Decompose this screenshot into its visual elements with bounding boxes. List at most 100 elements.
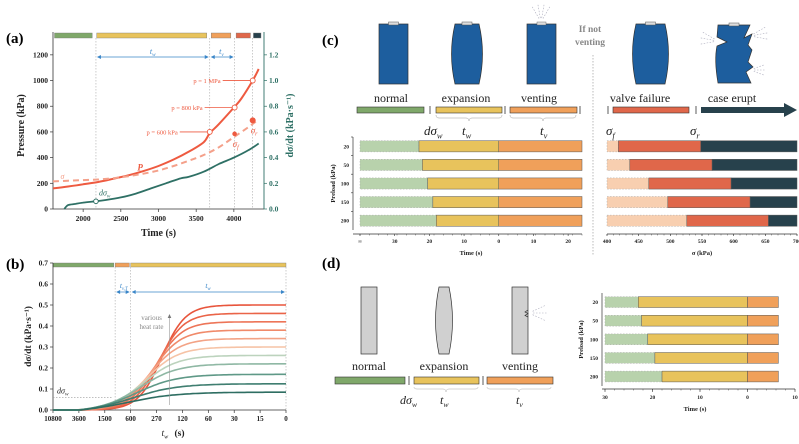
bar-segment bbox=[604, 315, 642, 327]
category-label: 100 bbox=[590, 337, 599, 343]
y-tick-label: 0.4 bbox=[39, 322, 49, 331]
y-tick-label: 600 bbox=[37, 127, 49, 136]
stage-bar bbox=[486, 376, 554, 385]
vent-ray bbox=[532, 314, 546, 321]
category-label: 150 bbox=[590, 356, 599, 362]
bar-segment bbox=[747, 333, 779, 345]
vent-ray bbox=[537, 4, 541, 19]
stage-bar bbox=[435, 106, 503, 114]
span-label: tw bbox=[205, 281, 211, 292]
bar-segment bbox=[618, 140, 701, 153]
stage-label-4: case erupt bbox=[708, 91, 757, 105]
bar-segment bbox=[498, 214, 583, 227]
x-tick-label: 3600 bbox=[72, 415, 87, 423]
marker-point bbox=[249, 117, 256, 124]
panel-a-chart: tw tv 0 200 400 600 800 1000 1200 0.0 0.2 0.4 0.6 0.8… bbox=[16, 32, 296, 239]
panel-c-right-chart: 400 450 500 550 600 650 700 σ (kPa) bbox=[603, 140, 799, 257]
x-tick-label: 2000 bbox=[76, 214, 91, 223]
span-label-tv: tv bbox=[219, 47, 224, 58]
symbol-sigma-r: σr bbox=[690, 123, 700, 140]
cell-cap bbox=[388, 21, 399, 26]
marker-point bbox=[206, 128, 213, 135]
bar-segment bbox=[747, 296, 779, 308]
category-label: 20 bbox=[593, 300, 599, 306]
bar-segment bbox=[629, 159, 713, 171]
arrow-up-icon bbox=[167, 314, 172, 318]
bar-segment bbox=[498, 196, 583, 208]
category-label: 200 bbox=[341, 219, 350, 225]
y-tick-label: 1000 bbox=[33, 76, 48, 85]
x-tick-label: 2500 bbox=[113, 214, 128, 223]
x-axis-title-unit: (s) bbox=[175, 428, 185, 439]
brace-tw bbox=[413, 386, 479, 393]
category-label: 20 bbox=[344, 144, 350, 150]
x-tick-label: 1500 bbox=[98, 415, 113, 423]
y2-tick-label: 0.0 bbox=[269, 205, 279, 214]
bar-segment bbox=[654, 352, 748, 364]
symbol-sigma-f: σf bbox=[606, 123, 616, 140]
vent-ray bbox=[532, 305, 546, 312]
bar-segment bbox=[498, 177, 583, 190]
symbol-t-v: tv bbox=[540, 123, 548, 140]
cell-expansion-icon bbox=[435, 286, 453, 355]
if-not-venting-label: venting bbox=[575, 38, 605, 48]
marker-point bbox=[232, 131, 237, 137]
x-tick-label: 120 bbox=[177, 415, 188, 423]
bar-segment bbox=[498, 140, 583, 153]
bar-segment bbox=[606, 196, 669, 208]
stage-bar-normal bbox=[54, 32, 93, 39]
stage-bar bbox=[356, 106, 425, 114]
x-tick-label: 3500 bbox=[189, 214, 204, 223]
marker-point bbox=[249, 77, 256, 84]
marker-label-σf: σf bbox=[233, 139, 240, 151]
span-label-tw: tw bbox=[150, 47, 156, 58]
bar-segment bbox=[686, 214, 769, 227]
y2-tick-label: 1.2 bbox=[269, 50, 279, 59]
bar-segment bbox=[432, 196, 499, 208]
stage-label-1: expansion bbox=[442, 91, 491, 105]
x-tick-label: 30 bbox=[602, 395, 608, 401]
symbol-t-w: tw bbox=[462, 123, 472, 140]
x-tick-label: 10 bbox=[461, 239, 467, 245]
x-tick-label: 3000 bbox=[151, 214, 166, 223]
bar-segment bbox=[359, 196, 434, 208]
x-tick-label: 30 bbox=[392, 239, 398, 245]
x-tick-label: ∞ bbox=[358, 239, 362, 245]
y-axis-title: dσ/dt (kPa·s⁻¹) bbox=[23, 306, 34, 367]
x-tick-label: 10800 bbox=[44, 415, 62, 423]
brace-tv bbox=[486, 386, 552, 393]
y-tick-label: 0.5 bbox=[39, 301, 49, 310]
vent-ray bbox=[541, 4, 545, 19]
stage-bar bbox=[334, 376, 406, 385]
symbol-dsigma-w: dσw bbox=[424, 123, 443, 140]
symbol-dsigma-w: dσw bbox=[400, 393, 418, 409]
bar-segment bbox=[768, 214, 798, 227]
stage-label-2: venting bbox=[502, 359, 538, 373]
stage-bar-expansion bbox=[96, 32, 207, 39]
rupture-mark-icon bbox=[524, 309, 529, 318]
y2-tick-label: 1.0 bbox=[269, 76, 279, 85]
x-tick-label: 0 bbox=[284, 415, 288, 423]
stage-bar-expansion bbox=[130, 262, 287, 268]
category-label: 200 bbox=[590, 375, 599, 381]
case-erupt-arrow-icon bbox=[701, 103, 797, 117]
y-tick-label: 1200 bbox=[33, 50, 48, 59]
erupt-ray bbox=[702, 31, 715, 40]
panel-c-diagram: normal expansion venting valve failure case … bbox=[356, 4, 797, 255]
y-tick-label: 0.0 bbox=[39, 406, 49, 415]
brace-tv bbox=[509, 114, 577, 122]
panel-label-a: (a) bbox=[6, 31, 24, 47]
panel-label-c: (c) bbox=[322, 33, 339, 49]
bar-segment bbox=[418, 140, 499, 153]
bar-segment bbox=[604, 333, 648, 345]
x-tick-label: 15 bbox=[257, 415, 265, 423]
bar-segment bbox=[749, 196, 798, 208]
marker-label: p = 1 MPa bbox=[193, 78, 220, 85]
x-tick-label: 10 bbox=[792, 395, 798, 401]
bar-segment bbox=[498, 159, 583, 171]
marker-label-σr: σr bbox=[251, 125, 258, 137]
stage-bar-valve_failure bbox=[235, 32, 251, 39]
category-label: 100 bbox=[341, 182, 350, 188]
bar-segment bbox=[359, 214, 437, 227]
